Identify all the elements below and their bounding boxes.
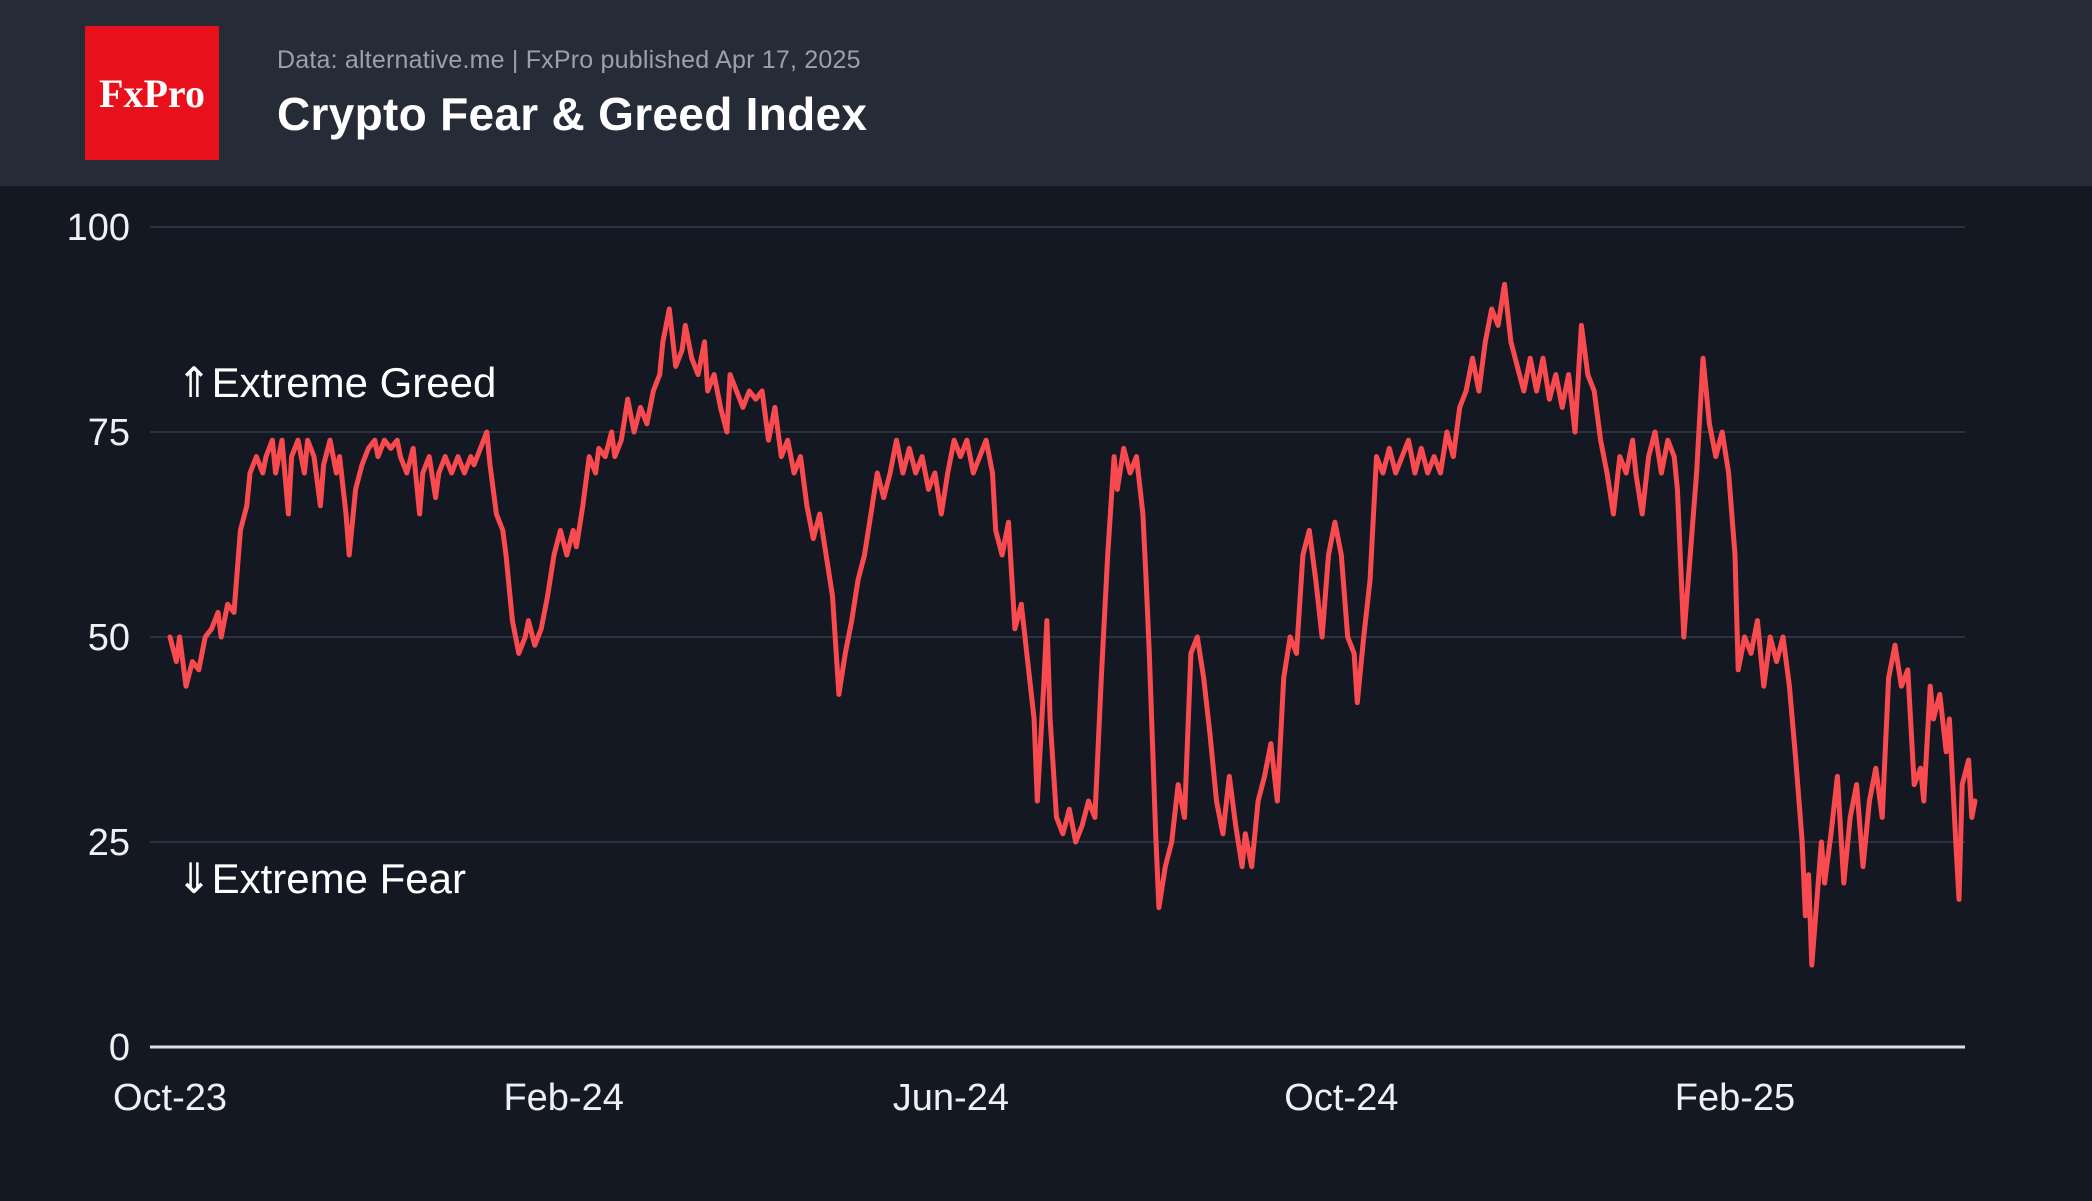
fxpro-logo-text: FxPro [99, 70, 205, 116]
extreme-greed-label: Extreme Greed [212, 359, 497, 406]
y-tick-label: 100 [67, 207, 130, 249]
extreme-greed-arrow-icon: ⇑ [176, 359, 211, 406]
x-tick-label: Oct-24 [1284, 1077, 1398, 1119]
header: FxPro Data: alternative.me | FxPro publi… [0, 0, 2092, 186]
chart-title: Crypto Fear & Greed Index [277, 87, 868, 140]
y-tick-label: 0 [109, 1027, 130, 1069]
x-tick-label: Feb-25 [1675, 1077, 1795, 1119]
chart-area: 0 25 50 75 100 Oct-23 Feb-24 Jun-24 Oct-24 Feb-25… [0, 186, 2092, 1196]
y-tick-label: 75 [88, 412, 130, 454]
x-tick-label: Oct-23 [113, 1077, 227, 1119]
data-source-caption: Data: alternative.me | FxPro published A… [277, 45, 861, 74]
index-line-path [167, 281, 1978, 968]
y-tick-label: 25 [88, 822, 130, 864]
header-text: Data: alternative.me | FxPro published A… [277, 46, 867, 141]
extreme-fear-label: Extreme Fear [212, 855, 466, 902]
annotation-extreme-fear: ⇓Extreme Fear [176, 855, 466, 902]
x-tick-label: Feb-24 [503, 1077, 623, 1119]
x-tick-label: Jun-24 [893, 1077, 1009, 1119]
fxpro-logo: FxPro [85, 26, 219, 160]
y-tick-label: 50 [88, 617, 130, 659]
extreme-fear-arrow-icon: ⇓ [176, 855, 211, 902]
annotation-extreme-greed: ⇑Extreme Greed [176, 359, 496, 406]
fear-greed-chart: 0 25 50 75 100 Oct-23 Feb-24 Jun-24 Oct-24 Feb-25… [67, 207, 1978, 1119]
